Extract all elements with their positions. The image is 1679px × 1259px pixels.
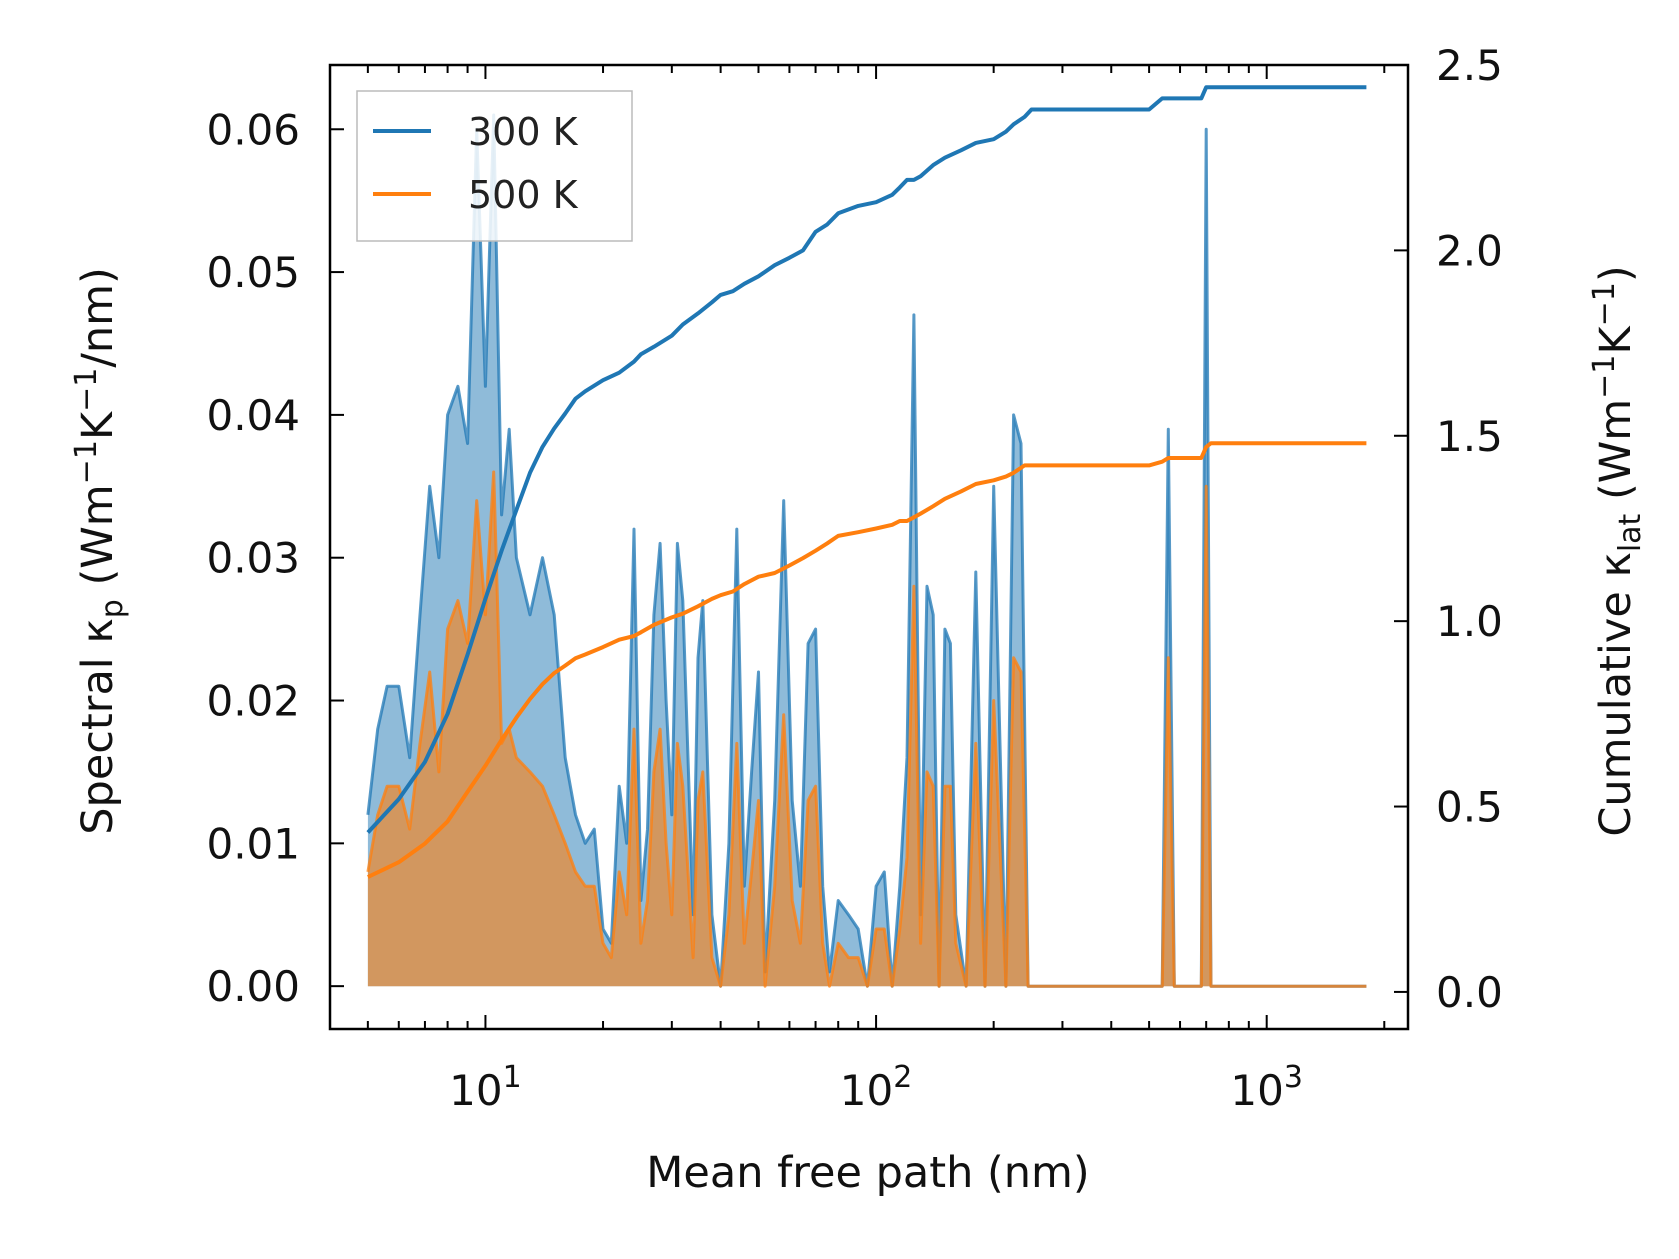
plot-frame [328,63,1410,1031]
y-left-title-sup1: −1 [69,440,104,484]
x-tick-label-exp: 1 [503,1060,522,1095]
y-right-tick-label: 2.5 [1436,41,1503,90]
y-left-title-sup2: −1 [69,368,104,412]
spectral-area-500k [367,472,1367,987]
x-tick-label-base: 10 [449,1066,502,1115]
x-axis-title: Mean free path (nm) [646,1148,1089,1198]
y-right-tick-label: 0.5 [1436,783,1503,832]
y-right-title-mid2: K [1591,325,1641,355]
y-left-tick-label: 0.05 [206,248,300,297]
x-tick-label-base: 10 [840,1066,893,1115]
y-left-tick-label: 0.04 [206,391,300,440]
x-tick-label: 102 [840,1060,913,1115]
y-left-title-pre: Spectral κ [73,618,123,835]
legend-frame [356,90,633,242]
y-left-tick-label: 0.03 [206,534,300,583]
y-left-title-sub: p [95,599,130,618]
y-right-tick-label: 0.0 [1436,968,1503,1017]
x-tick-label: 103 [1230,1060,1303,1115]
y-left-axis-title: Spectral κp (Wm−1K−1/nm) [69,267,130,835]
legend-label-500k: 500 K [468,173,579,217]
x-tick-label-base: 10 [1230,1066,1283,1115]
y-right-tick-label: 2.0 [1436,226,1503,275]
y-right-tick-label: 1.5 [1436,412,1503,461]
y-right-axis-title: Cumulative κlat (Wm−1K−1) [1587,265,1648,836]
y-right-title-post: ) [1591,265,1641,282]
plot-area [366,85,1367,988]
y-left-title-mid: (Wm [73,484,123,599]
axes: 101 102 1030.000.010.020.030.040.050.060.0… [206,41,1502,1115]
x-tick-label-exp: 2 [893,1060,912,1095]
y-right-tick-label: 1.0 [1436,597,1503,646]
y-left-tick-label: 0.00 [206,962,300,1011]
y-left-tick-label: 0.01 [206,819,300,868]
y-right-title-sup1: −1 [1587,355,1622,399]
y-left-title-mid2: K [73,410,123,440]
y-right-title-sup2: −1 [1587,282,1622,326]
y-left-title-post: /nm) [73,267,123,367]
x-tick-label: 101 [449,1060,522,1115]
legend: 300 K 500 K [356,90,633,242]
y-left-tick-label: 0.06 [206,105,300,154]
x-tick-label-exp: 3 [1284,1060,1303,1095]
spectral-line-500k [366,470,1367,988]
y-right-title-sub: lat [1613,513,1648,552]
cumulative-line-500k [367,441,1367,879]
cumulative-line-300k [366,85,1367,834]
y-right-title-mid: (Wm [1591,399,1641,514]
legend-label-300k: 300 K [468,110,579,154]
y-left-tick-label: 0.02 [206,677,300,726]
y-right-title-pre: Cumulative κ [1591,552,1641,836]
